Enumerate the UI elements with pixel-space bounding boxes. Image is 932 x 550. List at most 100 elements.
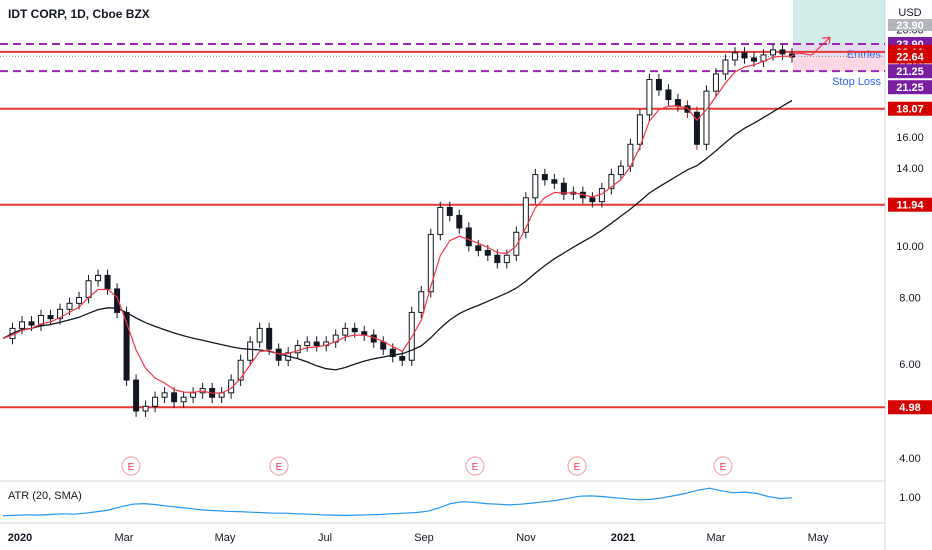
earnings-marker[interactable]	[713, 456, 733, 476]
candle	[171, 392, 178, 403]
earnings-marker[interactable]	[121, 456, 141, 476]
candle	[161, 392, 168, 398]
atr-tick-label: 1.00	[899, 492, 920, 504]
x-tick-label: Mar	[707, 532, 726, 544]
candle	[142, 405, 149, 412]
x-tick-label: Jul	[318, 532, 332, 544]
price-tag-stop-label: 21.25	[896, 82, 924, 94]
candle	[304, 341, 311, 347]
candle	[551, 179, 558, 184]
candle	[47, 315, 54, 320]
candle	[351, 327, 358, 333]
candle	[256, 327, 263, 343]
candle	[484, 249, 491, 256]
price-tag	[888, 400, 932, 415]
candle	[560, 182, 567, 195]
y-tick-label: 14.00	[896, 163, 924, 175]
candle	[674, 99, 681, 107]
candle	[665, 89, 672, 101]
candle	[475, 245, 482, 251]
earnings-marker-label: E	[720, 462, 727, 473]
candle	[104, 274, 111, 290]
zone-label-stop-loss: Stop Loss	[832, 76, 881, 88]
candle	[38, 315, 45, 326]
y-tick-label: 4.00	[899, 453, 920, 465]
candle	[247, 341, 254, 361]
candle	[95, 274, 102, 282]
price-tag-label: 11.94	[897, 200, 925, 212]
price-tag-label: 18.07	[896, 104, 924, 116]
candle	[152, 396, 159, 407]
price-tag	[888, 49, 932, 64]
candle	[266, 327, 273, 350]
candle	[85, 280, 92, 298]
candle	[513, 231, 520, 256]
candle	[342, 327, 349, 336]
candle	[57, 308, 64, 320]
candle	[427, 233, 434, 293]
price-tag-label: 4.98	[899, 402, 920, 414]
candle	[608, 174, 615, 190]
x-tick-label: 2021	[611, 532, 635, 544]
candle	[389, 348, 396, 357]
x-tick-label: Sep	[414, 532, 434, 544]
candle	[28, 321, 35, 326]
x-tick-label: 2020	[8, 532, 32, 544]
currency-label: USD	[898, 7, 921, 19]
price-tag-stop	[888, 80, 932, 95]
candle	[712, 73, 719, 92]
candle	[66, 302, 73, 310]
candle	[76, 296, 83, 304]
candle	[541, 174, 548, 181]
candle	[617, 165, 624, 176]
candle	[294, 345, 301, 354]
atr-indicator-label[interactable]: ATR (20, SMA)	[8, 490, 82, 502]
zone-stop-loss	[793, 56, 885, 72]
atr-line	[2, 487, 793, 517]
x-tick-label: May	[808, 532, 829, 544]
projection-arrow	[791, 36, 831, 57]
y-tick-label: 8.00	[899, 292, 920, 304]
candle	[750, 57, 757, 62]
candle	[693, 111, 700, 145]
chart-title: IDT CORP, 1D, Cboe BZX	[8, 7, 150, 21]
y-tick-label: 10.00	[896, 241, 924, 253]
candle	[769, 49, 776, 56]
x-tick-label: May	[215, 532, 236, 544]
candle	[418, 291, 425, 313]
candle	[655, 79, 662, 91]
earnings-marker-label: E	[276, 462, 283, 473]
projection-arrowhead	[821, 36, 831, 45]
candle	[646, 79, 653, 116]
earnings-marker[interactable]	[465, 456, 485, 476]
price-tag-label: 21.25	[896, 66, 924, 78]
candle	[456, 214, 463, 229]
price-tag	[888, 64, 932, 79]
y-tick-label: 6.00	[899, 359, 920, 371]
earnings-marker-label: E	[574, 462, 581, 473]
candle	[703, 90, 710, 145]
candle	[313, 341, 320, 347]
candle	[180, 396, 187, 403]
candle	[532, 174, 539, 199]
target-zone	[793, 0, 885, 44]
candle	[465, 227, 472, 247]
earnings-marker[interactable]	[567, 456, 587, 476]
candle	[503, 254, 510, 264]
y-tick-label: 16.00	[896, 132, 924, 144]
zone-entries	[793, 43, 885, 57]
earnings-marker-label: E	[472, 462, 479, 473]
candle	[741, 52, 748, 59]
earnings-marker[interactable]	[269, 456, 289, 476]
price-tag	[888, 197, 932, 212]
candle	[437, 206, 444, 235]
ma-line	[2, 99, 793, 371]
x-tick-label: Nov	[516, 532, 536, 544]
candle	[133, 379, 140, 412]
price-tag	[888, 101, 932, 116]
x-tick-label: Mar	[115, 532, 134, 544]
price-tag-label: 22.64	[896, 52, 924, 64]
candle	[114, 288, 121, 313]
